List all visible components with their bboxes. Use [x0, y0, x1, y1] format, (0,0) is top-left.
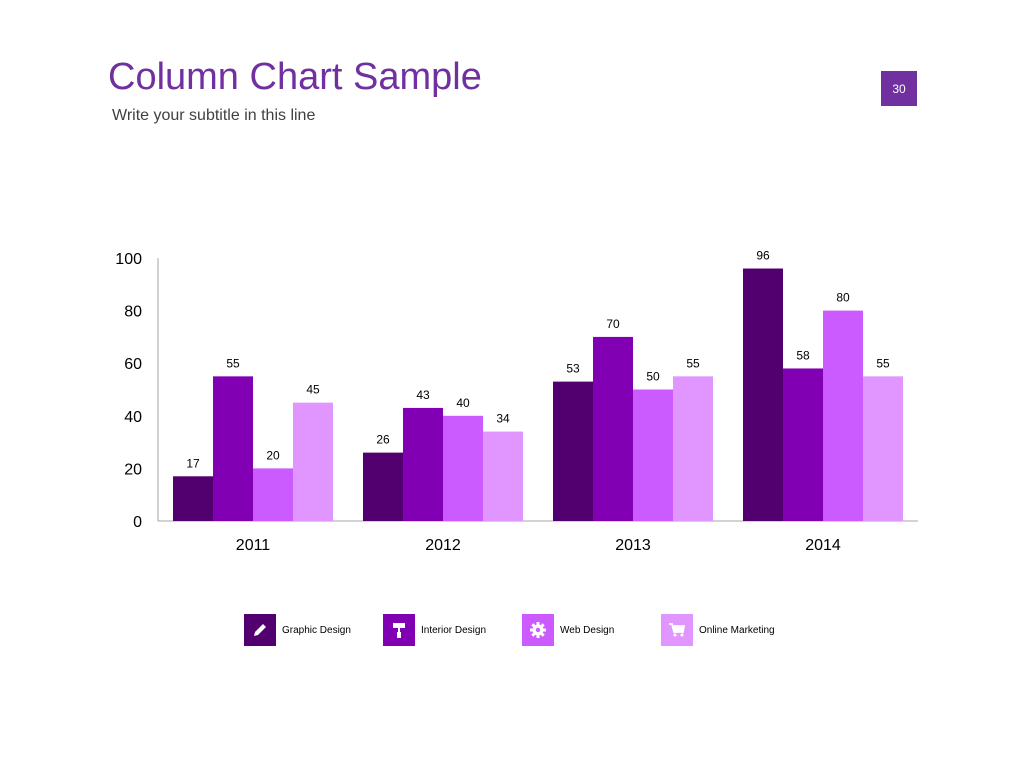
- legend-label: Graphic Design: [282, 624, 351, 636]
- data-label: 80: [836, 291, 850, 305]
- data-label: 17: [186, 456, 200, 470]
- data-label: 40: [456, 396, 470, 410]
- data-label: 34: [496, 412, 510, 426]
- data-label: 45: [306, 383, 320, 397]
- bar: [633, 389, 673, 521]
- slide-subtitle: Write your subtitle in this line: [112, 107, 316, 124]
- bar: [553, 381, 593, 521]
- data-label: 26: [376, 433, 390, 447]
- bar: [593, 336, 633, 521]
- bar: [823, 310, 863, 521]
- paint-roller-icon: [383, 614, 415, 646]
- y-tick-label: 100: [115, 251, 142, 268]
- bar: [173, 476, 213, 521]
- bar: [863, 376, 903, 521]
- column-chart: 0 20 40 60 80 100 17 55 20 45 2011 26 43 40 34 2012 53 70…: [115, 249, 918, 554]
- bar: [483, 431, 523, 521]
- shopping-cart-icon: [661, 614, 693, 646]
- data-label: 50: [646, 370, 660, 384]
- bar: [213, 376, 253, 521]
- data-label: 70: [606, 317, 620, 331]
- bar: [403, 407, 443, 521]
- chart-legend: Graphic Design Interior Design: [0, 614, 1024, 648]
- bar: [363, 452, 403, 521]
- data-label: 96: [756, 249, 770, 263]
- y-tick-label: 60: [124, 356, 142, 373]
- data-label: 58: [796, 348, 810, 362]
- y-tick-label: 0: [133, 514, 142, 531]
- bar: [783, 368, 823, 521]
- bar: [253, 468, 293, 521]
- data-label: 53: [566, 362, 580, 376]
- legend-label: Online Marketing: [699, 624, 775, 636]
- y-tick-label: 80: [124, 304, 142, 321]
- data-label: 55: [226, 356, 240, 370]
- x-tick-label: 2012: [425, 537, 461, 554]
- x-tick-label: 2011: [236, 537, 271, 554]
- bar: [443, 415, 483, 521]
- legend-item-web-design: Web Design: [522, 614, 614, 646]
- bar: [673, 376, 713, 521]
- y-tick-label: 20: [124, 461, 142, 478]
- legend-label: Interior Design: [421, 624, 487, 636]
- slide-title: Column Chart Sample: [108, 56, 482, 98]
- data-label: 55: [876, 356, 890, 370]
- bar: [293, 402, 333, 521]
- bar: [743, 268, 783, 521]
- legend-item-interior-design: Interior Design: [383, 614, 486, 646]
- page-number-badge: 30: [881, 71, 917, 106]
- legend-item-online-marketing: Online Marketing: [661, 614, 775, 646]
- data-label: 20: [266, 448, 280, 462]
- y-tick-label: 40: [124, 409, 142, 426]
- legend-item-graphic-design: Graphic Design: [244, 614, 351, 646]
- gear-icon: [522, 614, 554, 646]
- pencil-icon: [244, 614, 276, 646]
- x-tick-label: 2013: [615, 537, 651, 554]
- data-label: 43: [416, 388, 430, 402]
- legend-label: Web Design: [560, 624, 615, 636]
- x-tick-label: 2014: [805, 537, 841, 554]
- data-label: 55: [686, 356, 700, 370]
